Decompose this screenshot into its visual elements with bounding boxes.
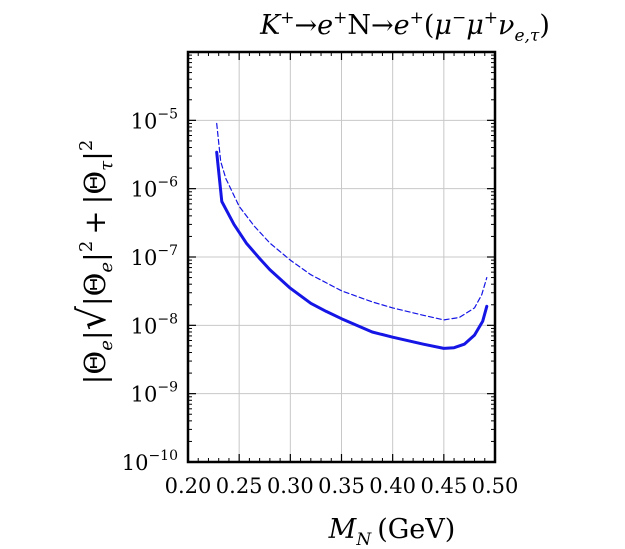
y-axis-label: |Θe|√|Θe|2+|Θτ|2 — [70, 140, 117, 385]
x-tick-label: 0.20 — [165, 474, 212, 498]
y-tick-label: 10−5 — [131, 106, 178, 133]
x-tick-label: 0.30 — [267, 474, 314, 498]
series-line-solid — [215, 150, 489, 350]
y-tick-label: 10−6 — [131, 175, 178, 202]
x-tick-label: 0.50 — [472, 474, 519, 498]
series-line-dashed — [216, 122, 488, 321]
x-tick-label: 0.40 — [369, 474, 416, 498]
x-tick-label: 0.45 — [420, 474, 467, 498]
y-tick-label: 10−8 — [131, 311, 178, 338]
y-tick-label: 10−9 — [131, 380, 178, 407]
y-tick-label: 10−7 — [131, 243, 178, 270]
chart-title: K+→e+N→e+(μ−μ+νe,τ) — [259, 8, 550, 46]
plot-frame — [186, 50, 497, 464]
y-tick-label: 10−10 — [122, 448, 178, 475]
x-axis-label: MN (GeV) — [328, 514, 456, 549]
x-tick-label: 0.25 — [216, 474, 263, 498]
x-tick-label: 0.35 — [318, 474, 365, 498]
